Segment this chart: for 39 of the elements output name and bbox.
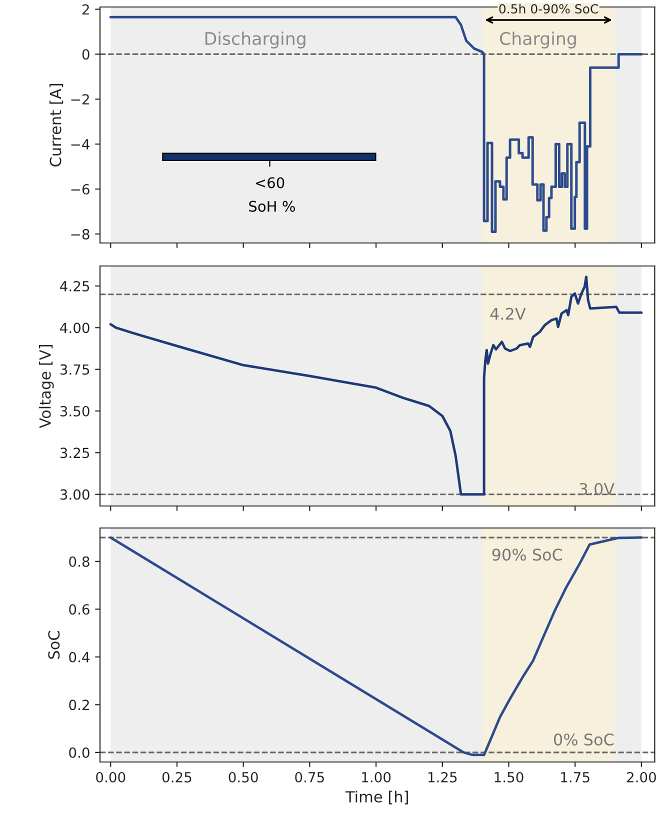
y-axis-title: Current [A] (49, 84, 64, 166)
x-tick-label: 1.00 (362, 772, 391, 782)
y-tick-label: 4.00 (60, 322, 90, 334)
annotation: 4.2V (490, 308, 526, 320)
y-tick-label: 0.0 (69, 747, 90, 758)
y-axis-title: SoC (48, 630, 60, 659)
x-tick-label: 1.25 (428, 772, 457, 782)
y-tick-label: 0.6 (69, 604, 90, 615)
y-tick-label: 3.50 (60, 406, 90, 416)
annotation: 0.5h 0-90% SoC (499, 4, 598, 14)
y-tick-label: 0.4 (69, 652, 90, 662)
y-tick-label: −6 (71, 184, 90, 195)
annotation: <60 (256, 177, 284, 188)
x-tick-label: 2.00 (626, 772, 656, 782)
annotation: Discharging (205, 32, 306, 48)
x-axis-title: Time [h] (345, 790, 408, 804)
annotation: 3.0V (580, 482, 614, 496)
y-tick-label: 3.75 (60, 364, 90, 375)
y-tick-label: 4.25 (60, 280, 90, 292)
y-tick-label: −8 (71, 228, 90, 240)
x-tick-label: 1.50 (494, 772, 524, 782)
annotation: SoH % (249, 200, 295, 212)
x-tick-label: 0.00 (96, 772, 126, 782)
annotation: 0% SoC (554, 733, 614, 746)
y-tick-label: −4 (71, 139, 90, 150)
y-tick-label: 0.2 (69, 700, 89, 710)
annotation: Charging (500, 32, 576, 48)
x-tick-label: 0.75 (295, 772, 324, 782)
y-tick-label: 2 (82, 4, 89, 15)
x-tick-label: 0.50 (228, 772, 258, 782)
y-axis-title: Voltage [V] (39, 345, 54, 428)
y-tick-label: −2 (71, 94, 89, 104)
annotation: 90% SoC (492, 548, 562, 561)
y-tick-label: 3.25 (60, 448, 90, 458)
y-tick-label: 0.8 (69, 556, 90, 567)
x-tick-label: 0.25 (162, 772, 192, 782)
y-tick-label: 0 (82, 49, 90, 60)
y-tick-label: 3.00 (60, 489, 90, 500)
x-tick-label: 1.75 (561, 772, 590, 782)
